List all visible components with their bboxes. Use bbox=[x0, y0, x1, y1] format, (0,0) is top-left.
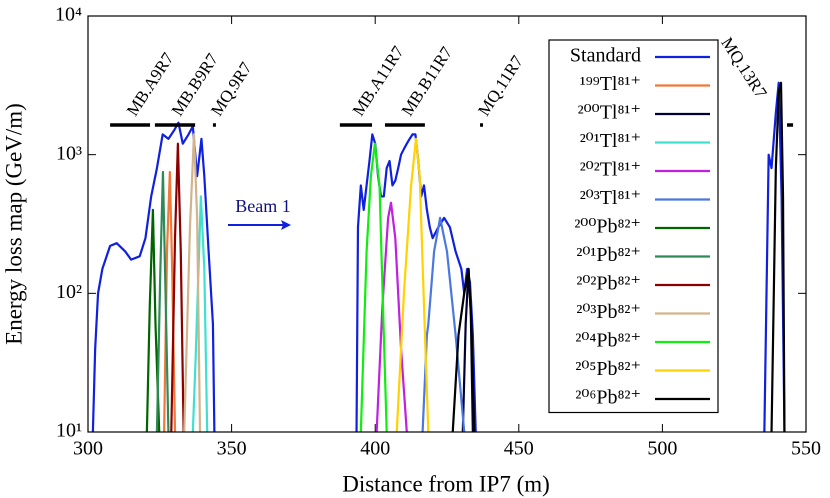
legend-label: ²⁰¹Tl⁸¹⁺ bbox=[580, 130, 641, 152]
series-line bbox=[451, 81, 786, 432]
x-tick-label: 350 bbox=[217, 438, 247, 460]
x-tick-label: 300 bbox=[73, 438, 103, 460]
legend-label: ²⁰³Pb⁸²⁺ bbox=[576, 301, 641, 323]
legend-label: ²⁰⁶Pb⁸²⁺ bbox=[575, 387, 641, 409]
y-tick-label: 10³ bbox=[56, 142, 82, 164]
y-tick-label: 10⁴ bbox=[55, 4, 82, 26]
series-line bbox=[155, 170, 170, 432]
y-tick-label: 10² bbox=[56, 281, 82, 303]
legend-label: ²⁰²Tl⁸¹⁺ bbox=[580, 159, 641, 181]
x-tick-label: 450 bbox=[504, 438, 534, 460]
x-axis-label: Distance from IP7 (m) bbox=[342, 471, 550, 496]
series-line bbox=[170, 142, 185, 432]
x-tick-label: 550 bbox=[791, 438, 821, 460]
legend-label: ²⁰⁰Pb⁸²⁺ bbox=[574, 216, 641, 238]
annotation: Beam 1 bbox=[235, 196, 291, 216]
x-tick-label: 400 bbox=[360, 438, 390, 460]
series-line bbox=[91, 81, 786, 432]
x-tick-label: 500 bbox=[647, 438, 677, 460]
annotation-arrowhead bbox=[281, 220, 291, 230]
series-line bbox=[191, 195, 209, 432]
legend-label: ¹⁹⁹Tl⁸¹⁺ bbox=[580, 73, 641, 95]
legend-label: ²⁰⁵Pb⁸²⁺ bbox=[575, 358, 641, 380]
legend-label: ²⁰⁴Pb⁸²⁺ bbox=[575, 330, 641, 352]
series-line bbox=[183, 133, 202, 432]
legend-label: ²⁰³Tl⁸¹⁺ bbox=[580, 187, 641, 209]
plot-area bbox=[91, 81, 786, 432]
series-line bbox=[145, 208, 161, 432]
legend-label: Standard bbox=[570, 45, 641, 67]
y-axis-label: Energy loss map (GeV/m) bbox=[1, 103, 26, 345]
legend-label: ²⁰²Pb⁸²⁺ bbox=[576, 273, 641, 295]
legend-label: ²⁰⁰Tl⁸¹⁺ bbox=[578, 102, 641, 124]
legend-label: ²⁰¹Pb⁸²⁺ bbox=[576, 244, 641, 266]
plot-frame bbox=[87, 15, 807, 433]
series-line bbox=[359, 142, 388, 432]
series-line bbox=[421, 216, 466, 432]
legend-box bbox=[548, 39, 719, 414]
y-tick-label: 10¹ bbox=[56, 420, 82, 442]
series-line bbox=[395, 137, 430, 432]
